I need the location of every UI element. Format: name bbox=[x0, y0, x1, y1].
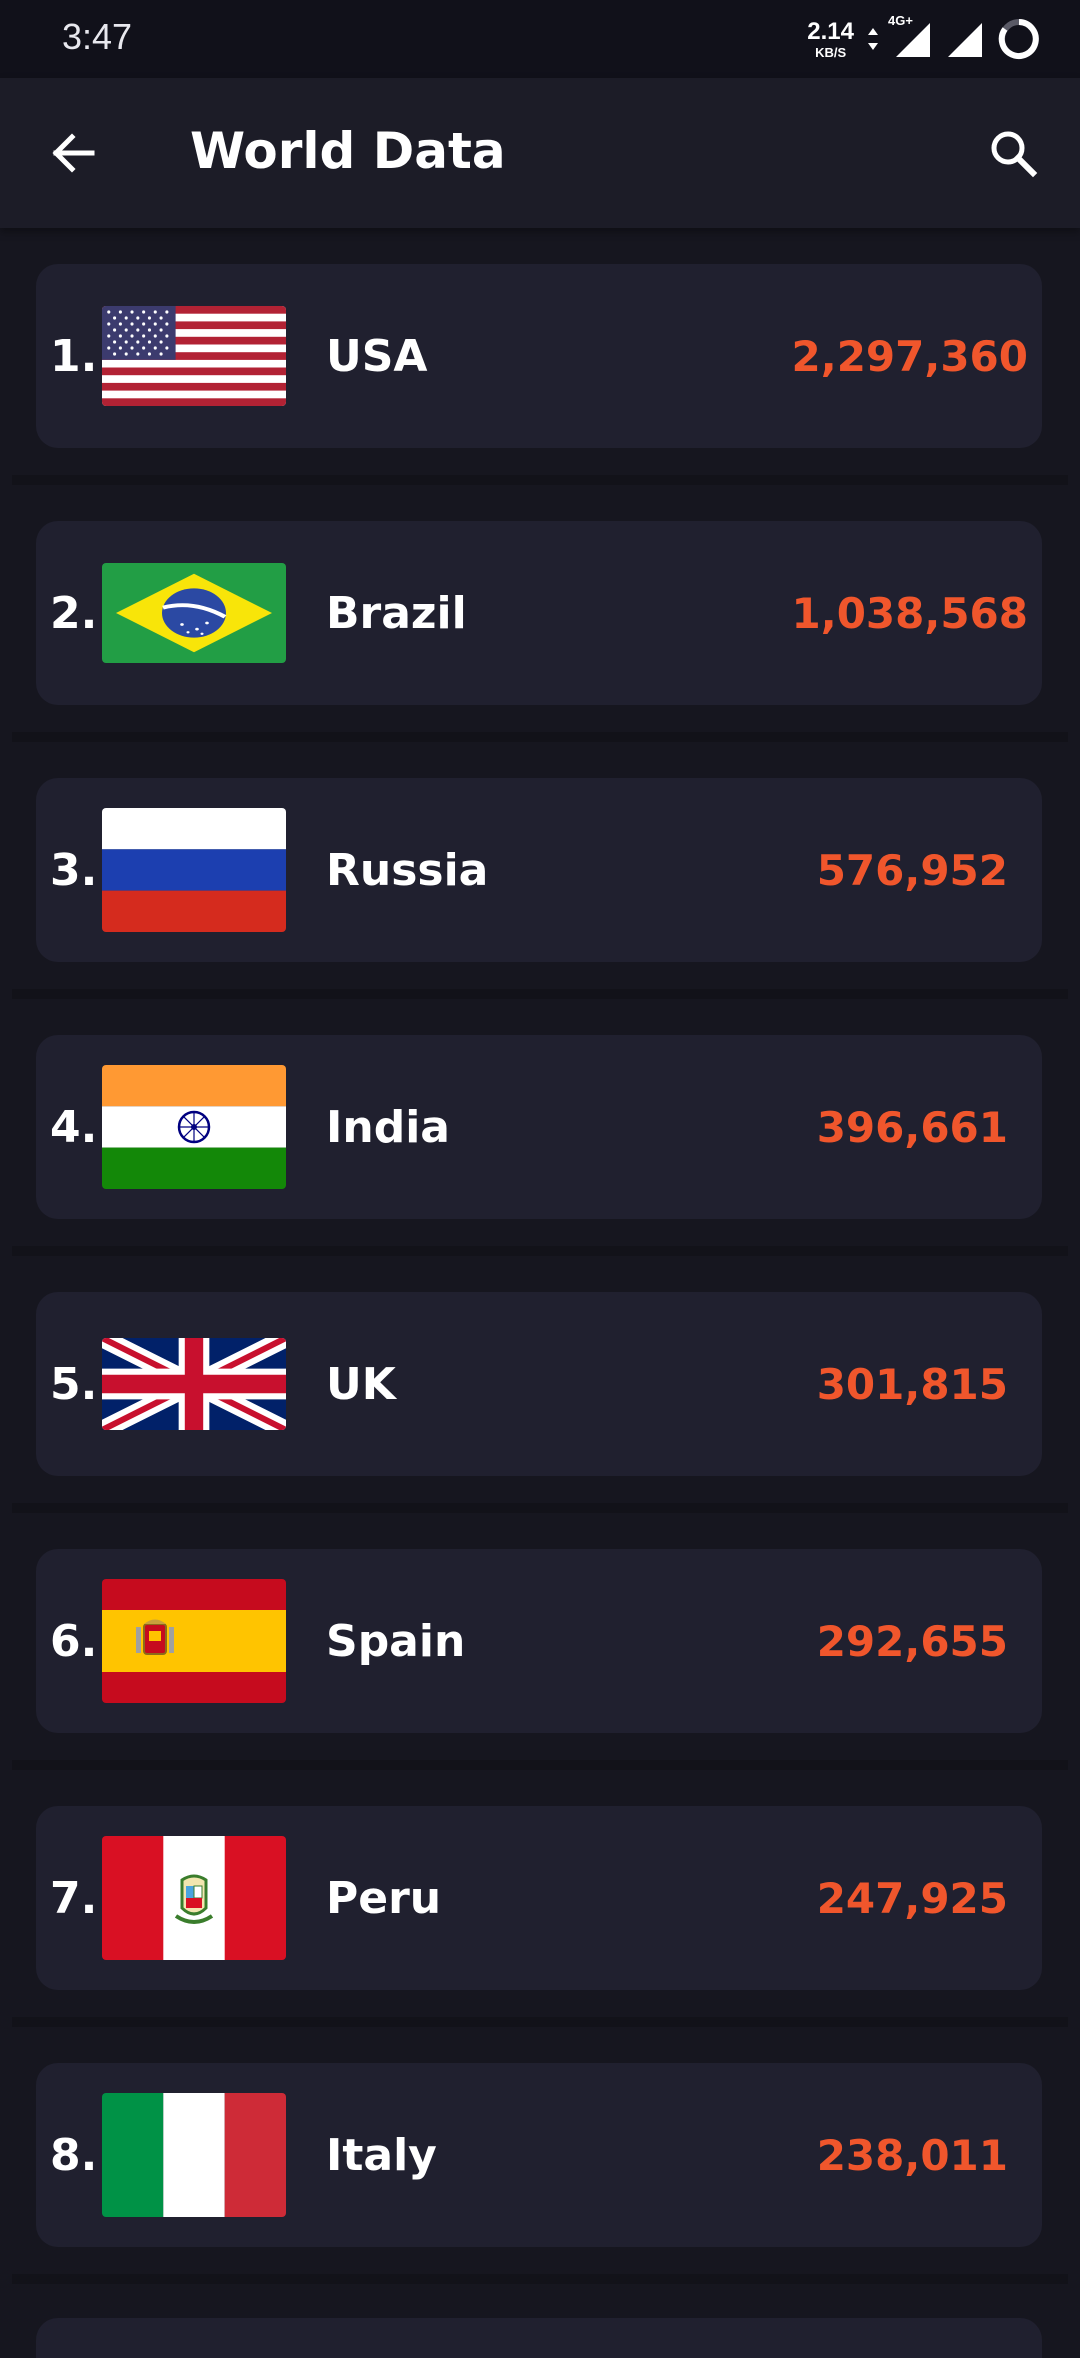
case-count: 301,815 bbox=[816, 1359, 1008, 1409]
country-card-italy[interactable]: 8. Italy 238,011 bbox=[36, 2063, 1042, 2247]
peru-flag-icon bbox=[102, 1836, 286, 1960]
rank-label: 6. bbox=[50, 1615, 98, 1667]
country-name: Spain bbox=[326, 1615, 466, 1667]
country-card-russia[interactable]: 3. Russia 576,952 bbox=[36, 778, 1042, 962]
rank-label: 3. bbox=[50, 844, 98, 896]
list-item: 4. India 396,661 bbox=[0, 999, 1080, 1256]
country-name: Peru bbox=[326, 1872, 442, 1924]
case-count: 247,925 bbox=[816, 1873, 1008, 1923]
cell-signal-icon-2 bbox=[948, 23, 982, 57]
country-card-spain[interactable]: 6. Spain 292,655 bbox=[36, 1549, 1042, 1733]
usa-flag-icon bbox=[102, 306, 286, 406]
country-name: Italy bbox=[326, 2129, 437, 2181]
status-time: 3:47 bbox=[62, 16, 133, 57]
list-item: 1. bbox=[0, 228, 1080, 485]
case-count: 292,655 bbox=[816, 1616, 1008, 1666]
country-card-brazil[interactable]: 2. Brazil 1,038,568 bbox=[36, 521, 1042, 705]
country-name: UK bbox=[326, 1358, 396, 1410]
search-button[interactable] bbox=[980, 120, 1046, 186]
rank-label: 2. bbox=[50, 587, 98, 639]
country-name: USA bbox=[326, 330, 428, 382]
case-count: 396,661 bbox=[816, 1102, 1008, 1152]
country-name: Russia bbox=[326, 844, 489, 896]
rank-label: 8. bbox=[50, 2129, 98, 2181]
rank-label: 4. bbox=[50, 1101, 98, 1153]
spain-flag-icon bbox=[102, 1579, 286, 1703]
status-icons: 2.14 KB/S 4G+ bbox=[807, 13, 1042, 64]
network-type-label: 4G+ bbox=[888, 13, 913, 28]
list-item: 7. Peru 247,925 bbox=[0, 1770, 1080, 2027]
case-count: 1,038,568 bbox=[791, 588, 1028, 638]
rank-label: 5. bbox=[50, 1358, 98, 1410]
cell-signal-icon bbox=[896, 23, 930, 57]
uk-flag-icon bbox=[102, 1338, 286, 1430]
list-item: 8. Italy 238,011 bbox=[0, 2027, 1080, 2284]
list-item: 5. UK 301,815 bbox=[0, 1256, 1080, 1513]
rank-label: 1. bbox=[50, 330, 98, 382]
case-count: 576,952 bbox=[816, 845, 1008, 895]
case-count: 238,011 bbox=[816, 2130, 1008, 2180]
next-list-item-peek[interactable] bbox=[36, 2318, 1042, 2358]
country-list: 1. bbox=[0, 228, 1080, 2284]
back-button[interactable] bbox=[40, 120, 106, 186]
app-bar: World Data bbox=[0, 78, 1080, 228]
country-card-uk[interactable]: 5. UK 301,815 bbox=[36, 1292, 1042, 1476]
rank-label: 7. bbox=[50, 1872, 98, 1924]
brazil-flag-icon bbox=[102, 563, 286, 663]
page-title: World Data bbox=[190, 122, 506, 180]
data-transfer-icon bbox=[868, 28, 878, 50]
country-name: Brazil bbox=[326, 587, 467, 639]
country-name: India bbox=[326, 1101, 450, 1153]
search-icon bbox=[991, 131, 1038, 178]
country-card-india[interactable]: 4. India 396,661 bbox=[36, 1035, 1042, 1219]
network-speed-unit: KB/S bbox=[815, 44, 847, 60]
case-count: 2,297,360 bbox=[791, 331, 1028, 381]
russia-flag-icon bbox=[102, 808, 286, 932]
network-speed: 2.14 KB/S bbox=[807, 17, 854, 60]
india-flag-icon bbox=[102, 1065, 286, 1189]
list-item: 3. Russia 576,952 bbox=[0, 742, 1080, 999]
battery-ring-icon bbox=[998, 19, 1039, 59]
country-card-peru[interactable]: 7. Peru 247,925 bbox=[36, 1806, 1042, 1990]
status-bar: 3:47 2.14 KB/S 4G+ bbox=[0, 0, 1080, 78]
network-speed-value: 2.14 bbox=[807, 17, 854, 45]
arrow-left-icon bbox=[52, 133, 95, 173]
country-card-usa[interactable]: 1. bbox=[36, 264, 1042, 448]
list-item: 2. Brazil 1,038,568 bbox=[0, 485, 1080, 742]
network-type-signal: 4G+ bbox=[888, 13, 932, 59]
italy-flag-icon bbox=[102, 2093, 286, 2217]
list-item: 6. Spain 292,655 bbox=[0, 1513, 1080, 1770]
